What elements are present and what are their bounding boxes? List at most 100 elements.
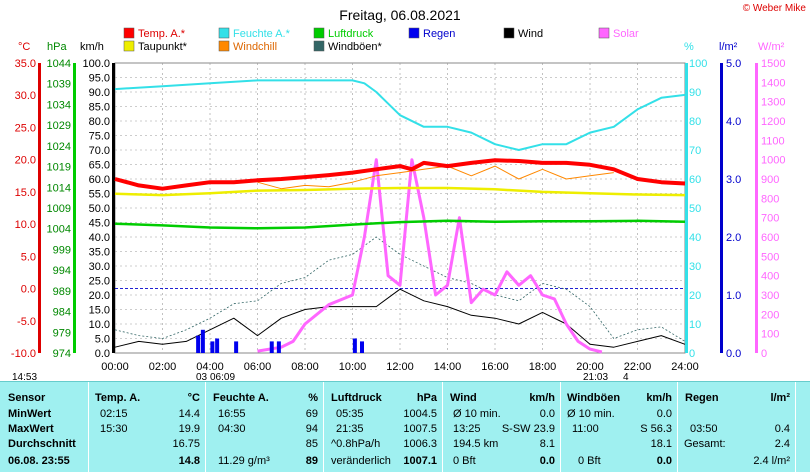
series-line xyxy=(114,158,686,191)
pressure-tick-label: 1019 xyxy=(47,162,71,174)
wind-min-label: Ø 10 min. xyxy=(453,408,501,420)
sunrise-label: 03 xyxy=(196,372,208,381)
rain-bar xyxy=(196,335,201,353)
legend-swatch xyxy=(123,40,135,52)
temp-header: Temp. A. xyxy=(95,392,141,404)
wind-tick-label: 0.0 xyxy=(95,348,110,360)
legend-item: Feuchte A.* xyxy=(218,27,291,40)
pressure-tick-label: 984 xyxy=(53,307,71,319)
solar-unit-label: W/m² xyxy=(758,41,785,53)
regen-unit: l/m² xyxy=(770,392,790,404)
legend-swatch xyxy=(313,40,325,52)
legend-swatch xyxy=(313,27,325,39)
wind-unit-label: km/h xyxy=(80,41,104,53)
pressure-tick-label: 1034 xyxy=(47,99,71,111)
table-divider xyxy=(677,382,678,472)
boeen-min-value: 0.0 xyxy=(656,408,672,420)
table-divider xyxy=(795,382,796,472)
temp-tick-label: 15.0 xyxy=(15,187,36,199)
wind-tick-label: 70.0 xyxy=(89,145,110,157)
boeen-header: Windböen xyxy=(567,392,621,404)
series-line xyxy=(257,165,614,190)
luft-avg-value: 1006.3 xyxy=(403,438,437,450)
legend-item: Temp. A.* xyxy=(123,27,186,40)
luft-header: Luftdruck xyxy=(331,392,382,404)
wind-tick-label: 45.0 xyxy=(89,218,110,230)
luft-max-time: 21:35 xyxy=(336,423,364,435)
time-tick-label: 08:00 xyxy=(291,361,319,373)
luft-trend: ^0.8hPa/h xyxy=(331,438,381,450)
temp-max-value: 19.9 xyxy=(178,423,200,435)
pressure-tick-label: 989 xyxy=(53,286,71,298)
legend-label: Windchill xyxy=(233,41,277,53)
series-line xyxy=(114,236,686,342)
feuchte-max-time: 04:30 xyxy=(218,423,246,435)
axis-ticks: 35.0 30.0 25.0 20.0 15.0 10.0 5.0 0.0 -5.0 -10.0 1… xyxy=(11,58,786,373)
feuchte-avg-value: 85 xyxy=(305,438,318,450)
temp-min-time: 02:15 xyxy=(100,408,128,420)
temp-current-value: 14.8 xyxy=(178,455,200,467)
humidity-tick-label: 20 xyxy=(689,290,701,302)
boeen-avg-value: 18.1 xyxy=(650,438,672,450)
legend-label: Wind xyxy=(518,28,543,40)
series-line xyxy=(114,288,686,348)
time-tick-label: 04:00 xyxy=(196,361,224,373)
boeen-min-label: Ø 10 min. xyxy=(567,408,615,420)
regen-max-time: 03:50 xyxy=(690,423,718,435)
wind-tick-label: 55.0 xyxy=(89,189,110,201)
temp-tick-label: 10.0 xyxy=(15,219,36,231)
wind-tick-label: 65.0 xyxy=(89,160,110,172)
temp-tick-label: 0.0 xyxy=(21,284,36,296)
pressure-tick-label: 999 xyxy=(53,244,71,256)
humidity-tick-label: 0 xyxy=(689,348,695,360)
wind-tick-label: 20.0 xyxy=(89,290,110,302)
humidity-unit-label: % xyxy=(684,41,694,53)
solar-tick-label: 800 xyxy=(761,193,779,205)
luft-current-value: 1007.1 xyxy=(403,455,437,467)
wind-tick-label: 50.0 xyxy=(89,203,110,215)
legend-item: Taupunkt* xyxy=(123,40,188,53)
boeen-unit: km/h xyxy=(646,392,672,404)
humidity-tick-label: 100 xyxy=(689,58,707,70)
boeen-max-time: 11:00 xyxy=(572,423,599,435)
solar-tick-label: 0 xyxy=(761,348,767,360)
legend-item: Solar xyxy=(598,27,639,40)
pressure-tick-label: 1014 xyxy=(47,182,71,194)
sensor-header: Sensor xyxy=(8,392,46,404)
rain-bar xyxy=(276,341,281,353)
legend-item: Regen xyxy=(408,27,455,40)
legend-label: Feuchte A.* xyxy=(233,28,291,40)
humidity-tick-label: 30 xyxy=(689,261,701,273)
temp-tick-label: 5.0 xyxy=(21,251,36,263)
rain-tick-label: 0.0 xyxy=(726,348,741,360)
solar-tick-label: 300 xyxy=(761,290,779,302)
table-divider xyxy=(323,382,324,472)
temp-tick-label: 30.0 xyxy=(15,90,36,102)
rain-tick-label: 5.0 xyxy=(726,58,741,70)
solar-tick-label: 1000 xyxy=(761,155,785,167)
wind-distance: 194.5 km xyxy=(453,438,499,450)
copyright-label: © Weber Mike xyxy=(743,3,807,14)
feuchte-max-value: 94 xyxy=(305,423,318,435)
pressure-unit-label: hPa xyxy=(47,41,67,53)
feuchte-min-value: 69 xyxy=(305,408,318,420)
legend-label: Windböen* xyxy=(328,41,383,53)
legend-item: Wind xyxy=(503,27,543,40)
regen-current-value: 2.4 l/m² xyxy=(753,455,790,467)
rain-tick-label: 3.0 xyxy=(726,174,741,186)
legend-label: Solar xyxy=(613,28,639,40)
wind-tick-label: 90.0 xyxy=(89,87,110,99)
boeen-current-value: 0.0 xyxy=(656,455,672,467)
wind-tick-label: 60.0 xyxy=(89,174,110,186)
table-divider xyxy=(442,382,443,472)
time-tick-label: 16:00 xyxy=(481,361,509,373)
row-label-avg: Durchschnitt xyxy=(8,438,76,450)
legend-item: Windchill xyxy=(218,40,277,53)
temp-tick-label: 20.0 xyxy=(15,155,36,167)
temp-tick-label: 35.0 xyxy=(15,58,36,70)
plot-grid xyxy=(115,63,685,353)
feuchte-unit: % xyxy=(308,392,318,404)
wind-axis-bar xyxy=(112,63,115,353)
humidity-tick-label: 50 xyxy=(689,203,701,215)
wind-header: Wind xyxy=(450,392,477,404)
